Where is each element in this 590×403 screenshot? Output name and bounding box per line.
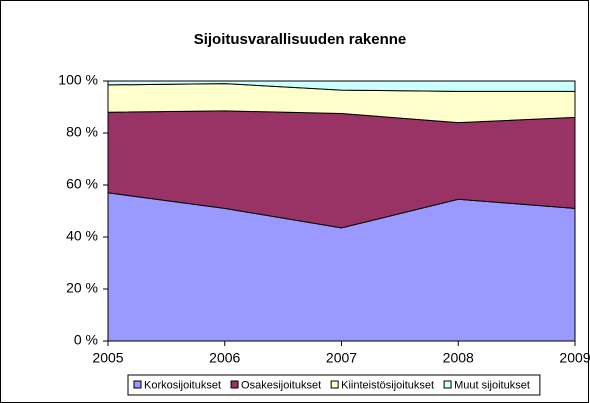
y-tick-label: 60 % <box>66 176 98 192</box>
y-tick-label: 80 % <box>66 124 98 140</box>
y-tick-label: 20 % <box>66 280 98 296</box>
x-tick-label: 2009 <box>559 350 590 366</box>
x-tick-label: 2005 <box>92 350 123 366</box>
legend-label: Kiinteistösijoitukset <box>341 379 434 391</box>
y-tick-label: 0 % <box>74 332 98 348</box>
chart-title: Sijoitusvarallisuuden rakenne <box>194 31 407 48</box>
legend-swatch <box>443 380 452 389</box>
legend: Korkosijoitukset Osakesijoitukset Kiinteis… <box>127 374 541 396</box>
area <box>107 80 576 92</box>
x-tick-label: 2007 <box>326 350 357 366</box>
legend-swatch <box>330 380 339 389</box>
legend-swatch <box>133 380 142 389</box>
x-tick-label: 2006 <box>209 350 240 366</box>
y-tick-label: 100 % <box>58 72 98 88</box>
y-tick-label: 40 % <box>66 228 98 244</box>
legend-label: Korkosijoitukset <box>144 379 221 391</box>
legend-label: Muut sijoitukset <box>454 379 530 391</box>
legend-label: Osakesijoitukset <box>241 379 321 391</box>
x-tick-label: 2008 <box>443 350 474 366</box>
legend-swatch <box>230 380 239 389</box>
